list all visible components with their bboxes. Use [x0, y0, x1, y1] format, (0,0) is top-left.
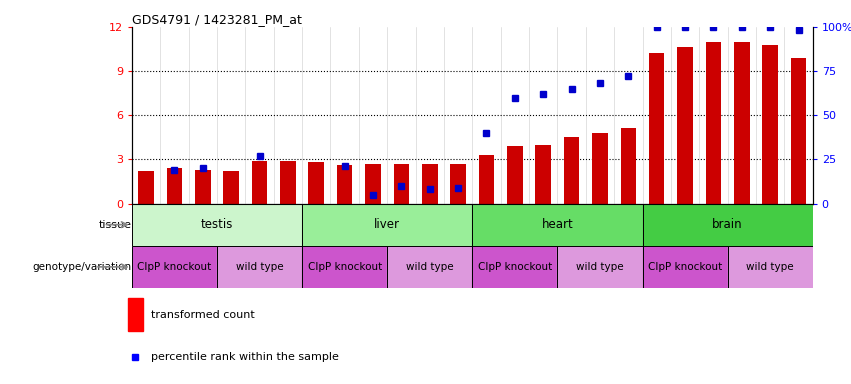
Bar [592, 133, 608, 204]
Bar [422, 164, 437, 204]
Text: genotype/variation: genotype/variation [32, 262, 132, 272]
Bar [643, 204, 813, 246]
Bar [472, 204, 643, 246]
Text: wild type: wild type [236, 262, 283, 272]
Bar [762, 45, 778, 204]
Text: ClpP knockout: ClpP knockout [137, 262, 212, 272]
Bar [387, 246, 472, 288]
Bar [252, 161, 267, 204]
Bar [677, 48, 693, 204]
Text: transformed count: transformed count [151, 310, 255, 320]
Bar [132, 246, 217, 288]
Bar [217, 246, 302, 288]
Text: tissue: tissue [99, 220, 132, 230]
Bar [478, 155, 494, 204]
Bar [734, 41, 750, 204]
Bar [302, 246, 387, 288]
Bar [132, 204, 302, 246]
Bar [643, 246, 728, 288]
Bar [472, 246, 557, 288]
Bar [223, 171, 239, 204]
Bar [649, 53, 665, 204]
Text: wild type: wild type [406, 262, 454, 272]
Text: brain: brain [712, 218, 743, 231]
Bar [217, 246, 302, 288]
Bar [643, 204, 813, 246]
Bar [138, 171, 154, 204]
Bar [132, 246, 217, 288]
Bar [167, 168, 182, 204]
Bar [535, 145, 551, 204]
Text: wild type: wild type [576, 262, 624, 272]
Text: testis: testis [201, 218, 233, 231]
Text: wild type: wild type [746, 262, 794, 272]
Bar [728, 246, 813, 288]
Text: GDS4791 / 1423281_PM_at: GDS4791 / 1423281_PM_at [132, 13, 302, 26]
Text: ClpP knockout: ClpP knockout [477, 262, 552, 272]
Bar [393, 164, 409, 204]
Text: percentile rank within the sample: percentile rank within the sample [151, 352, 340, 362]
Text: ClpP knockout: ClpP knockout [648, 262, 722, 272]
Bar [557, 246, 643, 288]
Bar [791, 58, 807, 204]
Bar [132, 204, 302, 246]
Bar [308, 162, 324, 204]
Bar [472, 204, 643, 246]
Bar [472, 246, 557, 288]
Bar [302, 204, 472, 246]
Bar [302, 246, 387, 288]
Text: ClpP knockout: ClpP knockout [307, 262, 382, 272]
Bar [563, 137, 580, 204]
Text: liver: liver [374, 218, 400, 231]
Bar [643, 246, 728, 288]
Bar [557, 246, 643, 288]
Bar [450, 164, 466, 204]
Bar [705, 41, 722, 204]
Bar [620, 128, 637, 204]
Bar [728, 246, 813, 288]
Bar [507, 146, 523, 204]
Text: heart: heart [541, 218, 574, 231]
Bar [337, 165, 352, 204]
Bar [365, 164, 380, 204]
Bar [195, 170, 211, 204]
Bar [302, 204, 472, 246]
Bar [387, 246, 472, 288]
Bar [280, 161, 296, 204]
Bar [128, 298, 143, 331]
